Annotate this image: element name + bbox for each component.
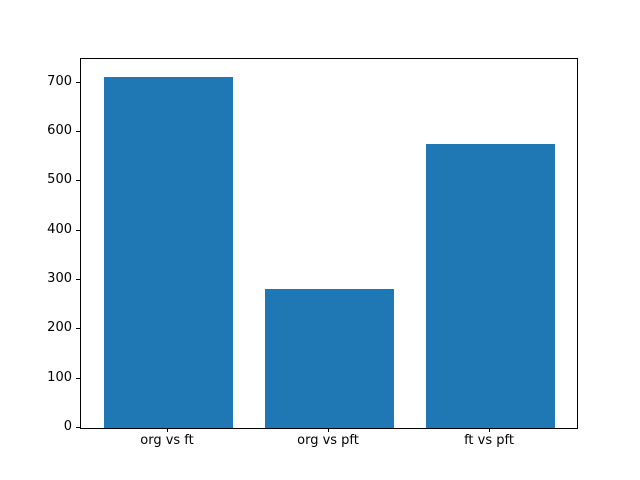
y-tick-mark	[76, 180, 80, 181]
y-tick-mark	[76, 427, 80, 428]
bar-ft-vs-pft	[426, 144, 555, 428]
y-tick-label: 200	[47, 320, 72, 335]
y-tick-mark	[76, 131, 80, 132]
plot-area	[80, 58, 578, 429]
y-tick-mark	[76, 279, 80, 280]
y-tick-mark	[76, 82, 80, 83]
y-tick-label: 300	[47, 271, 72, 286]
y-tick-label: 400	[47, 222, 72, 237]
x-tick-mark	[328, 428, 329, 432]
y-tick-label: 100	[47, 370, 72, 385]
x-tick-label: org vs pft	[297, 433, 359, 448]
y-tick-mark	[76, 230, 80, 231]
x-tick-mark	[167, 428, 168, 432]
bar-org-vs-ft	[104, 77, 233, 428]
x-tick-mark	[489, 428, 490, 432]
y-tick-label: 0	[63, 419, 72, 434]
x-tick-label: org vs ft	[140, 433, 194, 448]
y-tick-mark	[76, 328, 80, 329]
bar-org-vs-pft	[265, 289, 394, 428]
x-tick-label: ft vs pft	[464, 433, 514, 448]
y-tick-mark	[76, 378, 80, 379]
y-tick-label: 500	[47, 172, 72, 187]
y-tick-label: 600	[47, 123, 72, 138]
y-tick-label: 700	[47, 74, 72, 89]
